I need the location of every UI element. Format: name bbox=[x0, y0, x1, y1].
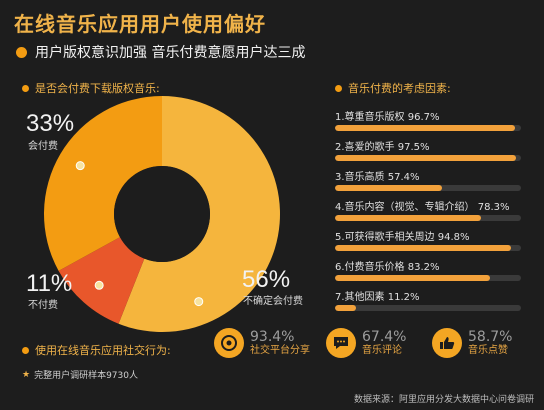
page-title: 在线音乐应用用户使用偏好 bbox=[14, 12, 266, 36]
slice-label-unpaid: 不付费 bbox=[28, 300, 58, 311]
slice-unpaid bbox=[58, 237, 145, 324]
factor-text-2: 2.喜爱的歌手 97.5% bbox=[335, 138, 521, 153]
factor-label: 6.付费音乐价格 bbox=[335, 262, 405, 273]
bullet-dot-icon bbox=[335, 84, 342, 92]
bullet-dot-icon bbox=[22, 346, 29, 354]
slice-paid bbox=[43, 96, 162, 271]
factor-value: 11.2% bbox=[387, 292, 420, 303]
data-source: 数据来源：阿里应用分发大数据中心问卷调研 bbox=[353, 395, 534, 405]
factor-text-1: 1.尊重音乐版权 96.7% bbox=[335, 108, 521, 123]
factor-bar-7: 7.其他因素 11.2% bbox=[335, 288, 521, 311]
sample-note: ★ 完整用户调研样本9730人 bbox=[22, 368, 138, 382]
slice-label-unsure: 不确定会付费 bbox=[243, 296, 303, 307]
share-value: 93.4% bbox=[250, 328, 295, 345]
comment-icon bbox=[326, 328, 356, 358]
factor-value: 78.3% bbox=[477, 202, 510, 213]
factor-text-4: 4.音乐内容（视觉、专辑介绍） 78.3% bbox=[335, 198, 521, 213]
bullet-dot-icon bbox=[16, 46, 27, 58]
factor-bar-5: 5.可获得歌手相关周边 94.8% bbox=[335, 228, 521, 251]
thumbs-up-icon bbox=[432, 328, 462, 358]
factor-fill bbox=[335, 245, 512, 251]
slice-pct-unsure: 56% bbox=[242, 266, 291, 293]
factor-fill bbox=[335, 185, 442, 191]
factor-value: 96.7% bbox=[407, 112, 440, 123]
factor-bar-2: 2.喜爱的歌手 97.5% bbox=[335, 138, 521, 161]
subtitle-text: 用户版权意识加强 音乐付费意愿用户达三成 bbox=[35, 45, 306, 61]
factor-fill bbox=[335, 215, 481, 221]
factor-label: 4.音乐内容（视觉、专辑介绍） bbox=[335, 202, 475, 213]
comment-value: 67.4% bbox=[362, 328, 407, 345]
pay-donut-svg bbox=[43, 96, 281, 332]
factor-text-5: 5.可获得歌手相关周边 94.8% bbox=[335, 228, 521, 243]
sample-note-text: 完整用户调研样本9730人 bbox=[34, 371, 138, 381]
factor-section-heading: 音乐付费的考虑因素: bbox=[335, 80, 451, 96]
factor-fill bbox=[335, 275, 490, 281]
factor-label: 1.尊重音乐版权 bbox=[335, 112, 405, 123]
page-subtitle: 用户版权意识加强 音乐付费意愿用户达三成 bbox=[16, 42, 305, 62]
factor-bar-3: 3.音乐高质 57.4% bbox=[335, 168, 521, 191]
slice-unsure-marker bbox=[194, 297, 204, 307]
factor-label: 5.可获得歌手相关周边 bbox=[335, 232, 435, 243]
factor-value: 57.4% bbox=[387, 172, 420, 183]
like-label: 音乐点赞 bbox=[468, 344, 508, 356]
factor-fill bbox=[335, 155, 517, 161]
share-label: 社交平台分享 bbox=[250, 344, 310, 356]
social-share-stat: 93.4% 社交平台分享 bbox=[214, 328, 310, 358]
factor-fill bbox=[335, 125, 515, 131]
factor-label: 3.音乐高质 bbox=[335, 172, 385, 183]
pay-section-title: 是否会付费下载版权音乐: bbox=[35, 82, 160, 95]
pay-section-heading: 是否会付费下载版权音乐: bbox=[22, 80, 160, 96]
comment-label: 音乐评论 bbox=[362, 344, 402, 356]
social-comment-stat: 67.4% 音乐评论 bbox=[326, 328, 406, 358]
slice-paid-marker bbox=[75, 161, 85, 171]
factor-value: 94.8% bbox=[437, 232, 470, 243]
like-value: 58.7% bbox=[468, 328, 513, 345]
factor-value: 97.5% bbox=[397, 142, 430, 153]
star-icon: ★ bbox=[22, 369, 31, 380]
slice-pct-unpaid: 11% bbox=[26, 270, 73, 297]
pay-donut-chart bbox=[0, 92, 330, 332]
bullet-dot-icon bbox=[22, 84, 29, 92]
factor-label: 2.喜爱的歌手 bbox=[335, 142, 395, 153]
slice-label-paid: 会付费 bbox=[28, 141, 58, 152]
factor-text-3: 3.音乐高质 57.4% bbox=[335, 168, 521, 183]
factor-fill bbox=[335, 305, 356, 311]
slice-pct-paid: 33% bbox=[26, 110, 75, 137]
factor-label: 7.其他因素 bbox=[335, 292, 385, 303]
factor-bar-6: 6.付费音乐价格 83.2% bbox=[335, 258, 521, 281]
donut-hole bbox=[114, 166, 210, 262]
social-section-heading: 使用在线音乐应用社交行为: bbox=[22, 342, 171, 358]
social-like-stat: 58.7% 音乐点赞 bbox=[432, 328, 512, 358]
slice-unsure bbox=[118, 96, 281, 332]
factor-bar-4: 4.音乐内容（视觉、专辑介绍） 78.3% bbox=[335, 198, 521, 221]
factor-section-title: 音乐付费的考虑因素: bbox=[348, 82, 451, 95]
factor-text-6: 6.付费音乐价格 83.2% bbox=[335, 258, 521, 273]
factor-value: 83.2% bbox=[407, 262, 440, 273]
social-section-title: 使用在线音乐应用社交行为: bbox=[35, 344, 171, 357]
factor-text-7: 7.其他因素 11.2% bbox=[335, 288, 521, 303]
factor-bar-1: 1.尊重音乐版权 96.7% bbox=[335, 108, 521, 131]
slice-unpaid-marker bbox=[94, 280, 104, 290]
share-icon bbox=[214, 328, 244, 358]
